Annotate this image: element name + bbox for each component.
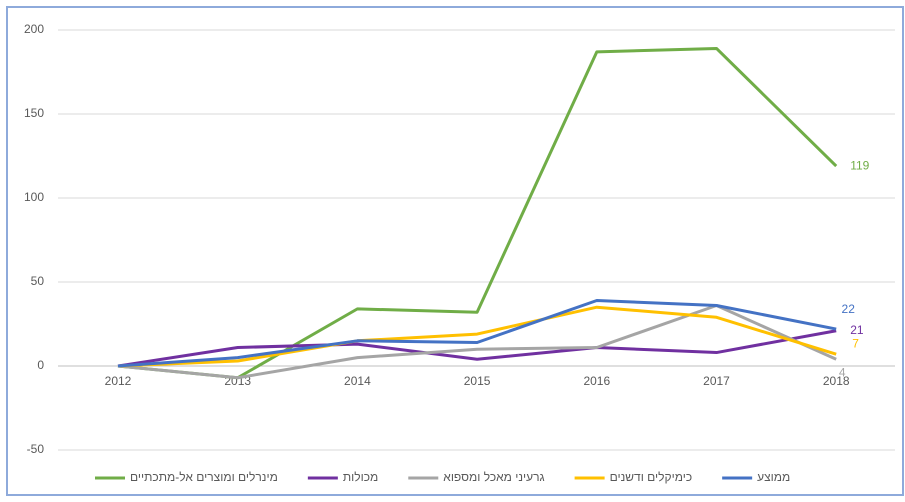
legend-label: כימיקלים ודשנים xyxy=(610,470,693,484)
legend-label: מכולות xyxy=(343,470,378,484)
legend-label: גרעיני מאכל ומספוא xyxy=(443,470,544,484)
x-tick-label: 2018 xyxy=(823,374,850,388)
y-tick-label: 150 xyxy=(24,106,44,120)
y-tick-label: 200 xyxy=(24,22,44,36)
x-tick-label: 2017 xyxy=(703,374,730,388)
series-line xyxy=(117,305,837,368)
data-label: 119 xyxy=(850,158,869,172)
x-tick-label: 2016 xyxy=(583,374,610,388)
y-tick-label: 100 xyxy=(24,190,44,204)
legend-label: מינרלים ומוצרים אל-מתכתיים xyxy=(130,470,278,484)
x-tick-label: 2015 xyxy=(464,374,491,388)
x-tick-label: 2014 xyxy=(344,374,371,388)
series-line xyxy=(117,329,837,368)
y-tick-label: -50 xyxy=(27,442,45,456)
y-tick-label: 50 xyxy=(31,274,45,288)
x-tick-label: 2012 xyxy=(105,374,132,388)
data-label: 21 xyxy=(850,323,864,337)
data-label: 22 xyxy=(842,302,856,316)
chart-frame xyxy=(6,6,904,496)
y-tick-label: 0 xyxy=(37,358,44,372)
data-label: 4 xyxy=(839,365,846,379)
legend-label: ממוצע xyxy=(757,470,790,484)
data-label: 7 xyxy=(852,336,859,350)
series-line xyxy=(117,298,837,368)
